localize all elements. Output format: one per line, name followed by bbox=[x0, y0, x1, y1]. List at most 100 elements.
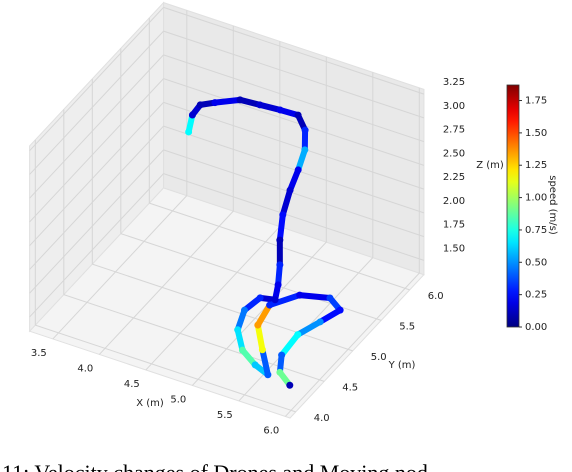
trajectory-point bbox=[274, 281, 282, 289]
trajectory-point bbox=[234, 326, 242, 334]
grid-line bbox=[29, 54, 164, 199]
trajectory-point bbox=[196, 101, 204, 109]
grid-line bbox=[191, 241, 327, 386]
colorbar-tick-label: 0.00 bbox=[525, 322, 547, 333]
z-tick-label: 2.25 bbox=[443, 172, 465, 183]
x-tick-label: 3.5 bbox=[31, 348, 47, 359]
colorbar bbox=[506, 84, 520, 328]
trajectory-segment bbox=[294, 318, 324, 338]
trajectory-point bbox=[279, 211, 287, 219]
z-axis-label: Z (m) bbox=[476, 160, 504, 171]
z-tick-label: 1.75 bbox=[443, 220, 465, 231]
colorbar-label: speed (m/s) bbox=[547, 175, 558, 235]
grid-line bbox=[163, 78, 425, 166]
grid-line bbox=[29, 125, 164, 270]
grid-line bbox=[29, 102, 164, 247]
trajectory-segment bbox=[266, 292, 303, 309]
trajectory-segment bbox=[317, 307, 344, 325]
trajectory-point bbox=[256, 101, 264, 109]
grid-line bbox=[29, 7, 164, 152]
grid-line bbox=[98, 210, 234, 355]
trajectory-point bbox=[211, 99, 219, 107]
y-tick-label: 6.0 bbox=[428, 291, 444, 302]
grid-line bbox=[145, 226, 281, 371]
trajectory-segment bbox=[278, 331, 301, 359]
trajectory-point bbox=[294, 111, 302, 119]
y-axis-label: Y (m) bbox=[388, 360, 416, 371]
grid-line bbox=[29, 149, 164, 294]
grid-line bbox=[163, 149, 425, 238]
trajectory-point bbox=[301, 126, 309, 134]
grid-line bbox=[35, 324, 296, 413]
trajectory-point bbox=[296, 291, 304, 299]
colorbar-tick-label: 0.50 bbox=[525, 257, 547, 268]
x-tick-label: 4.5 bbox=[124, 379, 140, 390]
z-tick-label: 2.00 bbox=[443, 196, 465, 207]
grid-line bbox=[29, 173, 164, 318]
trajectory-segment bbox=[259, 346, 271, 378]
grid-line bbox=[92, 263, 353, 352]
trajectory-point bbox=[336, 306, 344, 314]
grid-line bbox=[29, 30, 164, 175]
trajectory-point bbox=[185, 128, 193, 136]
trajectory-segment bbox=[254, 322, 266, 353]
grid-line bbox=[163, 101, 425, 190]
grid-line bbox=[52, 195, 188, 340]
x-axis-label: X (m) bbox=[136, 398, 164, 409]
trajectory-point bbox=[258, 346, 266, 354]
grid-line bbox=[29, 78, 164, 223]
trajectory-segment bbox=[295, 146, 308, 173]
trajectory-segment bbox=[212, 96, 244, 106]
caption: 11: Velocity changes of Drones and Movin… bbox=[2, 460, 428, 472]
trajectory-point bbox=[276, 106, 284, 114]
y-tick-label: 4.0 bbox=[314, 413, 330, 424]
trajectory-point bbox=[251, 361, 259, 369]
trajectory-point bbox=[256, 294, 264, 302]
grid-line bbox=[163, 30, 425, 119]
colorbar-tick-label: 1.50 bbox=[525, 128, 547, 139]
trajectory-point bbox=[286, 186, 294, 194]
trajectory-point bbox=[316, 318, 324, 326]
trajectory-point bbox=[276, 368, 284, 376]
trajectory-point bbox=[238, 346, 246, 354]
trajectory-point bbox=[286, 381, 294, 389]
trajectory-point bbox=[236, 96, 244, 104]
trajectory-point bbox=[188, 111, 196, 119]
colorbar-tick-label: 0.25 bbox=[525, 290, 547, 301]
grid-line bbox=[163, 54, 425, 143]
y-tick-label: 5.0 bbox=[371, 352, 387, 363]
trajectory-segment bbox=[287, 166, 302, 194]
x-tick-label: 5.5 bbox=[217, 410, 233, 421]
trajectory-segment bbox=[254, 302, 273, 329]
grid-line bbox=[163, 125, 425, 214]
grid-line bbox=[163, 6, 425, 95]
trajectory-segment bbox=[256, 101, 284, 113]
trajectory-point bbox=[254, 321, 262, 329]
trajectory-point bbox=[278, 351, 286, 359]
y-tick-label: 4.5 bbox=[342, 382, 358, 393]
grid-line bbox=[163, 173, 425, 261]
trajectory-segment bbox=[279, 187, 294, 218]
y-tick-label: 5.5 bbox=[399, 321, 415, 332]
z-tick-label: 2.50 bbox=[443, 148, 465, 159]
z-tick-label: 3.00 bbox=[443, 101, 465, 112]
z-tick-label: 2.75 bbox=[443, 125, 465, 136]
trajectory-point bbox=[266, 301, 274, 309]
colorbar-tick-label: 0.75 bbox=[525, 225, 547, 236]
trajectory-point bbox=[301, 146, 309, 154]
z-tick-label: 3.25 bbox=[443, 77, 465, 88]
x-tick-label: 4.0 bbox=[77, 363, 93, 374]
x-tick-label: 6.0 bbox=[263, 425, 279, 436]
colorbar-tick-label: 1.00 bbox=[525, 193, 547, 204]
x-tick-label: 5.0 bbox=[170, 394, 186, 405]
trajectory-point bbox=[271, 296, 279, 304]
trajectory-point bbox=[326, 294, 334, 302]
trajectory-point bbox=[294, 331, 302, 339]
trajectory-point bbox=[276, 236, 284, 244]
z-tick-label: 1.50 bbox=[443, 243, 465, 254]
trajectory-point bbox=[264, 371, 272, 379]
trajectory-point bbox=[240, 306, 248, 314]
trajectory-segment bbox=[276, 211, 286, 244]
